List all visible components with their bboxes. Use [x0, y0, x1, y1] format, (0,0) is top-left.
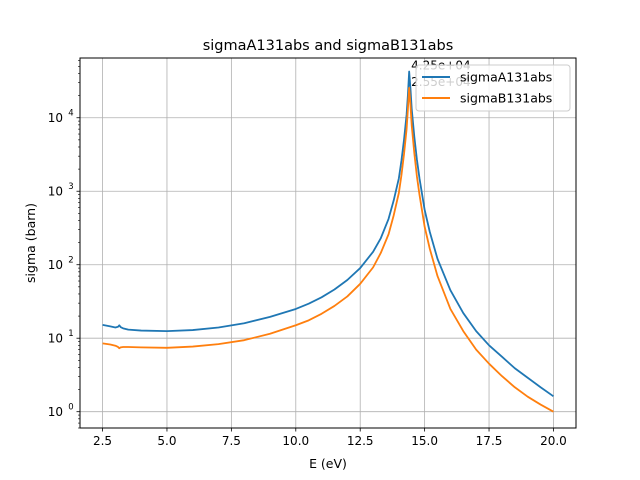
legend: sigmaA131abs sigmaB131abs: [415, 64, 571, 112]
legend-box: [415, 64, 571, 112]
grid-lines: [80, 58, 576, 428]
y-tick-label: 10: [48, 258, 63, 272]
x-tick-label: 17.5: [476, 434, 503, 448]
series-lines: [102, 70, 554, 413]
x-tick-label: 5.0: [157, 434, 176, 448]
plot-area-frame: [79, 57, 577, 429]
x-tick-label: 15.0: [411, 434, 438, 448]
y-tick-label: 10: [48, 332, 63, 346]
x-tick-label: 2.5: [93, 434, 112, 448]
y-tick-label: 10: [48, 111, 63, 125]
axis-ticks: 2.5 5.0 7.5 10.0 12.5 15.0 17.5 20.0 10 0 10 1 10 2 10…: [48, 60, 567, 448]
x-tick-label: 12.5: [347, 434, 374, 448]
series-line-sigmaA131abs: [102, 70, 554, 398]
y-tick-exponent: 0: [68, 403, 73, 413]
x-tick-label: 20.0: [540, 434, 567, 448]
legend-label-sigmaA131abs: sigmaA131abs: [460, 70, 552, 85]
y-tick-label: 10: [48, 405, 63, 419]
y-tick-exponent: 3: [68, 182, 73, 192]
x-tick-label: 7.5: [222, 434, 241, 448]
y-tick-exponent: 1: [68, 329, 73, 339]
y-axis-label: sigma (barn): [23, 203, 38, 283]
y-tick-exponent: 2: [68, 256, 73, 266]
x-axis-label: E (eV): [309, 456, 347, 471]
y-tick-exponent: 4: [68, 109, 73, 119]
y-tick-label: 10: [48, 185, 63, 199]
x-tick-label: 10.0: [282, 434, 309, 448]
series-line-sigmaB131abs: [102, 86, 554, 413]
chart-title: sigmaA131abs and sigmaB131abs: [203, 38, 454, 54]
legend-label-sigmaB131abs: sigmaB131abs: [460, 91, 552, 106]
